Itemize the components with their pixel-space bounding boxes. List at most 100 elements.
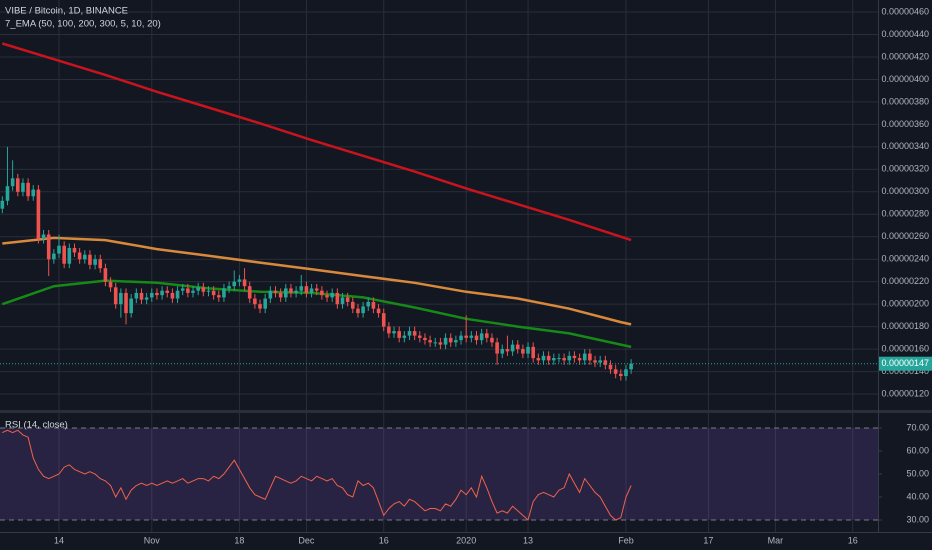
ema-line xyxy=(2,236,632,326)
candle-body xyxy=(278,292,283,298)
candle-body xyxy=(541,355,546,361)
candle-body xyxy=(31,189,36,197)
candle-body xyxy=(165,290,170,293)
candle-body xyxy=(253,298,257,305)
y-tick-label: 40.00 xyxy=(906,491,929,501)
candle-body xyxy=(325,295,329,298)
candle-body xyxy=(361,306,365,314)
candle-body xyxy=(505,349,510,352)
candle-body xyxy=(526,346,530,354)
candle-body xyxy=(144,297,149,300)
candle-body xyxy=(237,279,242,282)
candle-body xyxy=(572,355,577,359)
y-tick-label: 0.00000360 xyxy=(881,119,929,129)
candle-body xyxy=(304,286,309,293)
candle-body xyxy=(103,268,108,282)
candle-body xyxy=(201,287,206,292)
y-tick-label: 60.00 xyxy=(906,445,929,455)
candle-body xyxy=(438,342,443,345)
candle-body xyxy=(314,288,319,291)
candle-body xyxy=(546,355,551,361)
x-tick-label: 16 xyxy=(848,535,858,545)
candle-body xyxy=(26,182,30,197)
x-tick-label: 17 xyxy=(703,535,713,545)
candle-body xyxy=(423,337,427,341)
candle-body xyxy=(15,178,20,192)
y-tick-label: 0.00000280 xyxy=(881,209,929,219)
y-tick-label: 70.00 xyxy=(906,422,929,432)
candle-body xyxy=(433,342,438,344)
candle-body xyxy=(180,288,185,291)
candle-body xyxy=(93,259,97,265)
candle-body xyxy=(149,292,154,298)
candle-body xyxy=(57,245,61,254)
candle-body xyxy=(454,340,458,343)
candle-body xyxy=(474,335,479,341)
candle-body xyxy=(299,286,304,291)
candle-body xyxy=(443,337,448,345)
candle-body xyxy=(448,337,453,343)
candle-body xyxy=(608,364,613,370)
candle-body xyxy=(41,234,46,239)
candle-body xyxy=(62,245,66,264)
candle-body xyxy=(222,288,226,298)
candle-body xyxy=(206,290,211,292)
x-tick-label: 18 xyxy=(234,535,244,545)
candle-body xyxy=(242,279,247,287)
last-price-box xyxy=(879,356,932,371)
candle-body xyxy=(582,353,587,361)
candle-body xyxy=(52,253,56,260)
candle-body xyxy=(129,298,133,314)
candle-body xyxy=(170,292,175,299)
candle-body xyxy=(139,292,144,300)
candle-body xyxy=(283,288,288,298)
y-tick-label: 30.00 xyxy=(906,514,929,524)
y-tick-label: 0.00000420 xyxy=(881,51,929,61)
candle-body xyxy=(119,292,123,305)
candle-body xyxy=(340,297,345,305)
y-tick-label: 0.00000140 xyxy=(881,366,929,376)
candle-body xyxy=(108,281,113,288)
candle-body xyxy=(371,301,376,309)
x-tick-label: 2020 xyxy=(456,535,476,545)
candle-body xyxy=(155,292,159,296)
y-tick-label: 0.00000460 xyxy=(881,6,929,16)
candle-body xyxy=(5,186,10,201)
candle-body xyxy=(113,287,118,305)
x-tick-label: Mar xyxy=(768,535,784,545)
y-tick-label: 0.00000180 xyxy=(881,321,929,331)
y-tick-label: 0.00000160 xyxy=(881,343,929,353)
y-tick-label: 0.00000260 xyxy=(881,231,929,241)
x-tick-label: Feb xyxy=(618,535,634,545)
candle-body xyxy=(330,292,334,298)
candle-body xyxy=(392,331,396,334)
candle-body xyxy=(490,337,494,343)
candle-body xyxy=(72,247,77,253)
candle-body xyxy=(294,290,298,293)
rsi-band xyxy=(0,427,878,521)
candle-body xyxy=(273,290,278,293)
candle-body xyxy=(356,308,360,314)
candle-body xyxy=(485,333,489,338)
candle-body xyxy=(588,353,592,361)
candle-body xyxy=(428,340,432,343)
rsi-title: RSI (14, close) xyxy=(5,420,68,431)
y-tick-label: 0.00000380 xyxy=(881,96,929,106)
candle-body xyxy=(598,360,602,363)
y-tick-label: 0.00000340 xyxy=(881,141,929,151)
y-tick-label: 0.00000320 xyxy=(881,164,929,174)
candle-body xyxy=(629,363,633,370)
candle-body xyxy=(10,178,15,187)
candle-body xyxy=(309,288,314,293)
candle-body xyxy=(531,346,535,359)
candle-body xyxy=(562,358,566,361)
candle-body xyxy=(160,290,164,296)
candle-body xyxy=(412,331,417,336)
x-tick-label: 14 xyxy=(54,535,64,545)
candle-body xyxy=(88,254,92,265)
y-tick-label: 0.00000300 xyxy=(881,186,929,196)
candle-body xyxy=(387,326,391,334)
x-tick-label: 16 xyxy=(379,535,389,545)
candle-body xyxy=(459,335,463,341)
